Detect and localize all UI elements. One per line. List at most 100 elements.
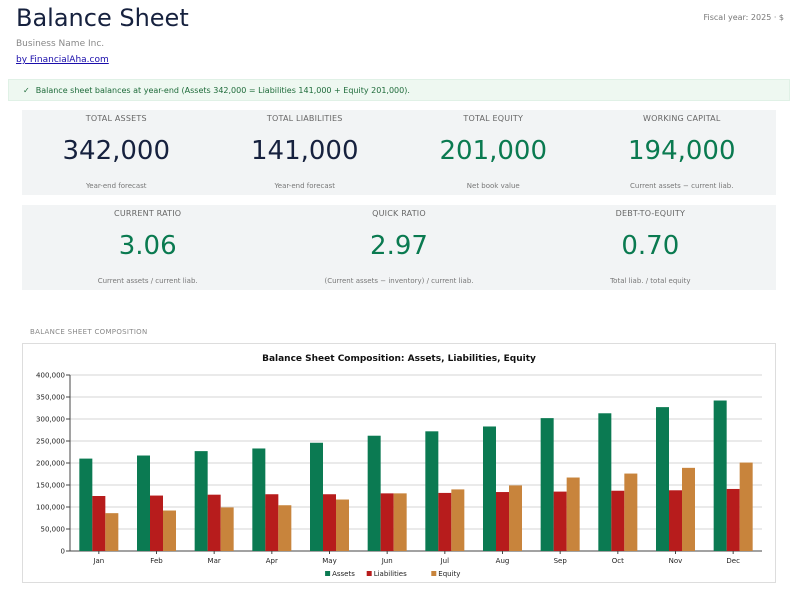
ratio-value: 0.70 (621, 231, 680, 261)
ratio-label: QUICK RATIO (372, 209, 426, 218)
ratio-debt-to-equity: DEBT-TO-EQUITY 0.70 Total liab. / total … (525, 205, 776, 290)
x-tick-label: Jan (92, 557, 104, 565)
bar-equity-jan (105, 513, 119, 551)
section-label: BALANCE SHEET COMPOSITION (30, 328, 148, 336)
bar-equity-may (336, 499, 349, 551)
x-tick-label: Oct (612, 557, 624, 565)
bar-liabilities-feb (150, 495, 163, 551)
y-tick-label: 350,000 (36, 394, 65, 402)
kpi-value: 194,000 (627, 136, 736, 166)
kpi-total-liabilities: TOTAL LIABILITIES 141,000 Year-end forec… (211, 110, 400, 195)
y-tick-label: 300,000 (36, 416, 65, 424)
bar-liabilities-mar (207, 494, 221, 551)
ratio-quick: QUICK RATIO 2.97 (Current assets − inven… (273, 205, 524, 290)
bar-equity-jun (393, 493, 407, 551)
bar-assets-nov (656, 407, 669, 551)
x-tick-label: Aug (496, 557, 510, 565)
ratio-sub: (Current assets − inventory) / current l… (324, 277, 474, 285)
bar-assets-aug (483, 426, 496, 551)
y-tick-label: 150,000 (36, 482, 65, 490)
kpi-sub: Year-end forecast (85, 182, 147, 190)
x-tick-label: Sep (554, 557, 568, 565)
bar-equity-apr (278, 505, 292, 551)
ratio-value: 2.97 (370, 231, 428, 261)
bar-assets-jun (367, 435, 381, 551)
bar-liabilities-apr (265, 494, 279, 551)
bar-assets-feb (137, 455, 150, 551)
legend-label-liabilities: Liabilities (374, 570, 407, 578)
ratio-label: CURRENT RATIO (114, 209, 182, 218)
kpi-working-capital: WORKING CAPITAL 194,000 Current assets −… (588, 110, 777, 195)
kpi-value: 201,000 (439, 136, 548, 166)
bar-equity-aug (509, 485, 522, 551)
x-tick-label: Dec (726, 557, 740, 565)
bar-assets-dec (713, 400, 727, 551)
bar-assets-apr (252, 448, 266, 551)
y-tick-label: 0 (61, 548, 65, 556)
business-name: Business Name Inc. (16, 39, 105, 49)
bar-liabilities-dec (726, 488, 740, 551)
x-tick-label: May (322, 557, 336, 565)
bar-liabilities-sep (553, 491, 567, 551)
bar-liabilities-jul (438, 492, 452, 551)
kpi-sub: Net book value (466, 182, 520, 190)
kpi-value: 141,000 (250, 136, 359, 166)
kpi-label: TOTAL EQUITY (463, 114, 524, 123)
ratio-sub: Total liab. / total equity (610, 277, 691, 285)
bar-assets-sep (540, 418, 554, 551)
bar-assets-may (310, 442, 323, 551)
page-title: Balance Sheet (16, 4, 189, 32)
ratio-label: DEBT-TO-EQUITY (615, 209, 686, 218)
bar-assets-jul (425, 431, 439, 551)
x-tick-label: Jul (440, 557, 450, 565)
ratio-panel: CURRENT RATIO 3.06 Current assets / curr… (22, 205, 776, 290)
y-tick-label: 400,000 (36, 372, 65, 380)
legend-swatch-equity (431, 571, 437, 576)
composition-chart-svg: Balance Sheet Composition: Assets, Liabi… (36, 354, 762, 578)
financialaha-link[interactable]: by FinancialAha.com (16, 55, 109, 65)
kpi-label: WORKING CAPITAL (642, 114, 721, 123)
legend-label-equity: Equity (438, 570, 460, 578)
x-tick-label: Mar (208, 557, 221, 565)
kpi-sub: Current assets − current liab. (630, 182, 734, 190)
bar-equity-sep (566, 477, 580, 551)
bar-equity-jul (451, 489, 465, 551)
bar-equity-dec (739, 462, 753, 551)
x-tick-label: Apr (266, 557, 278, 565)
bar-equity-feb (163, 510, 176, 551)
bar-liabilities-may (323, 494, 336, 551)
kpi-value: 342,000 (62, 136, 171, 166)
composition-chart: Balance Sheet Composition: Assets, Liabi… (22, 343, 776, 583)
ratio-current: CURRENT RATIO 3.06 Current assets / curr… (22, 205, 273, 290)
x-tick-label: Jun (381, 557, 393, 565)
kpi-sub: Year-end forecast (274, 182, 336, 190)
kpi-label: TOTAL LIABILITIES (266, 114, 343, 123)
bar-liabilities-aug (496, 492, 509, 551)
x-tick-label: Nov (669, 557, 683, 565)
ratio-sub: Current assets / current liab. (97, 277, 198, 285)
x-tick-label: Feb (150, 557, 163, 565)
kpi-total-assets: TOTAL ASSETS 342,000 Year-end forecast (22, 110, 211, 195)
bar-assets-jan (79, 458, 93, 551)
y-tick-label: 50,000 (41, 526, 66, 534)
bar-liabilities-nov (669, 490, 682, 551)
check-icon: ✓ (23, 85, 30, 95)
legend-label-assets: Assets (332, 570, 355, 578)
y-tick-label: 200,000 (36, 460, 65, 468)
balance-check-text: Balance sheet balances at year-end (Asse… (35, 85, 410, 95)
bar-liabilities-jan (92, 496, 106, 551)
chart-title: Balance Sheet Composition: Assets, Liabi… (262, 354, 536, 364)
bar-assets-oct (598, 413, 612, 551)
legend-swatch-assets (325, 571, 331, 576)
y-tick-label: 100,000 (36, 504, 65, 512)
bar-assets-mar (194, 451, 208, 551)
bar-equity-mar (220, 507, 234, 551)
kpi-total-equity: TOTAL EQUITY 201,000 Net book value (399, 110, 588, 195)
bar-liabilities-oct (611, 490, 625, 551)
bar-equity-oct (624, 473, 638, 551)
y-tick-label: 250,000 (36, 438, 65, 446)
kpi-label: TOTAL ASSETS (85, 114, 147, 123)
ratio-value: 3.06 (118, 231, 177, 261)
kpi-panel: TOTAL ASSETS 342,000 Year-end forecast T… (22, 110, 776, 195)
balance-check-banner: ✓ Balance sheet balances at year-end (As… (8, 79, 790, 101)
